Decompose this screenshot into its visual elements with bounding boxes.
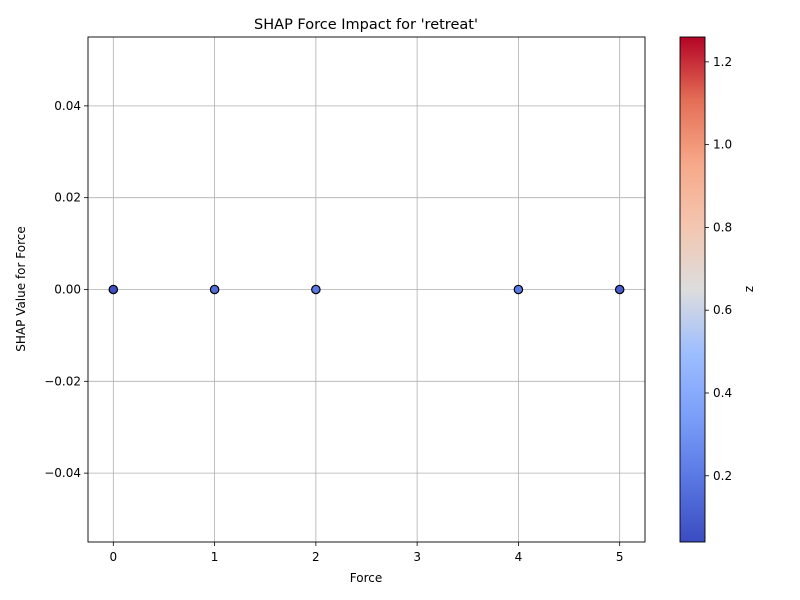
data-point [311,284,321,295]
y-tick-label: −0.04 [44,466,81,480]
colorbar [679,36,706,543]
data-point [209,284,220,295]
x-tick-label: 5 [616,550,624,564]
colorbar-tick-label: 0.2 [713,469,732,483]
colorbar-tick-label: 1.2 [713,55,732,69]
y-tick-label: −0.02 [44,374,81,388]
x-tick-label: 3 [413,550,421,564]
data-point [513,284,524,295]
x-tick-label: 1 [211,550,219,564]
colorbar-axis: 0.2 0.4 0.6 0.8 1.0 1.2 [705,55,732,483]
y-tick-label: 0.02 [54,191,81,205]
x-axis-label: Force [350,571,382,585]
colorbar-tick-label: 0.8 [713,220,732,234]
y-axis-label: SHAP Value for Force [14,226,28,351]
data-points [108,284,625,295]
colorbar-label: z [743,286,757,292]
y-axis: −0.04 −0.02 0.00 0.02 0.04 [44,99,88,480]
x-tick-label: 4 [515,550,523,564]
colorbar-tick-label: 1.0 [713,138,732,152]
y-tick-label: 0.00 [54,283,81,297]
colorbar-tick-label: 0.4 [713,386,732,400]
y-tick-label: 0.04 [54,99,81,113]
x-axis: 0 1 2 3 4 5 [109,542,624,564]
data-point [614,284,625,295]
grid [88,37,645,542]
data-point [108,284,119,295]
x-tick-label: 0 [109,550,117,564]
colorbar-tick-label: 0.6 [713,303,732,317]
chart-title: SHAP Force Impact for 'retreat' [254,17,478,33]
x-tick-label: 2 [312,550,320,564]
